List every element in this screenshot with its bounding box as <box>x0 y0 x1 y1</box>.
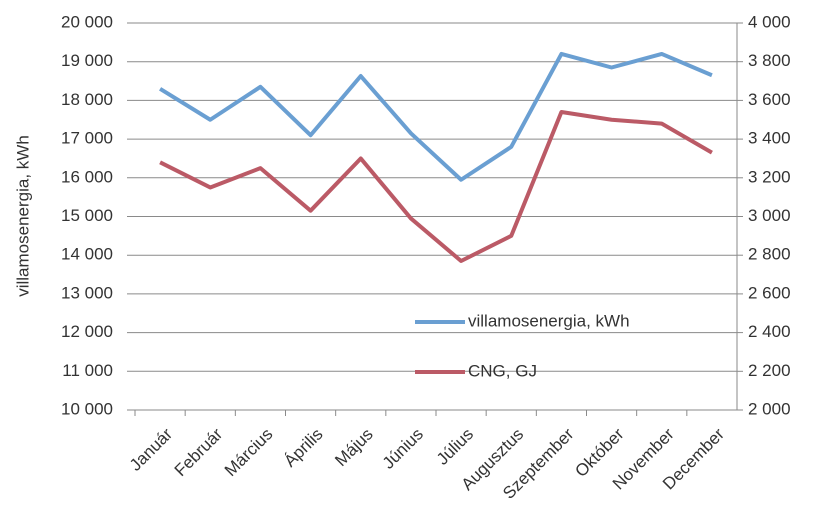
y-tick-label: 20 000 <box>61 12 113 31</box>
x-tick-label: Május <box>331 425 377 471</box>
legend-label: CNG, GJ <box>468 361 537 380</box>
x-tick-label: Március <box>221 425 277 481</box>
y2-tick-label: 3 000 <box>748 206 791 225</box>
x-tick-label: Január <box>126 424 176 474</box>
y-tick-label: 11 000 <box>62 361 113 380</box>
y2-tick-label: 4 000 <box>748 12 791 31</box>
y2-tick-label: 3 400 <box>748 129 791 148</box>
y2-tick-label: 2 200 <box>748 361 791 380</box>
y2-tick-label: 2 000 <box>748 399 791 418</box>
x-tick-label: Április <box>280 425 326 471</box>
y-tick-label: 15 000 <box>61 206 113 225</box>
y-tick-label: 14 000 <box>61 245 113 264</box>
y2-tick-label: 2 400 <box>748 322 791 341</box>
x-tick-label: Június <box>379 425 427 473</box>
y-axis-label: villamosenergia, kWh <box>13 135 32 297</box>
y2-tick-label: 3 200 <box>748 167 791 186</box>
y-tick-label: 18 000 <box>61 90 113 109</box>
series-line <box>159 51 713 182</box>
y-tick-label: 13 000 <box>61 283 113 302</box>
y-tick-label: 19 000 <box>61 51 113 70</box>
y2-tick-label: 2 600 <box>748 283 791 302</box>
series-line <box>159 110 713 264</box>
y2-tick-label: 3 800 <box>748 51 791 70</box>
y-tick-label: 16 000 <box>61 167 113 186</box>
x-tick-label: Július <box>433 425 477 469</box>
y2-tick-label: 2 800 <box>748 245 791 264</box>
y-tick-label: 10 000 <box>61 399 113 418</box>
x-tick-label: Február <box>171 424 227 480</box>
y2-tick-label: 3 600 <box>748 90 791 109</box>
y-tick-label: 12 000 <box>61 322 113 341</box>
y-tick-label: 17 000 <box>61 129 113 148</box>
legend-label: villamosenergia, kWh <box>468 311 630 330</box>
